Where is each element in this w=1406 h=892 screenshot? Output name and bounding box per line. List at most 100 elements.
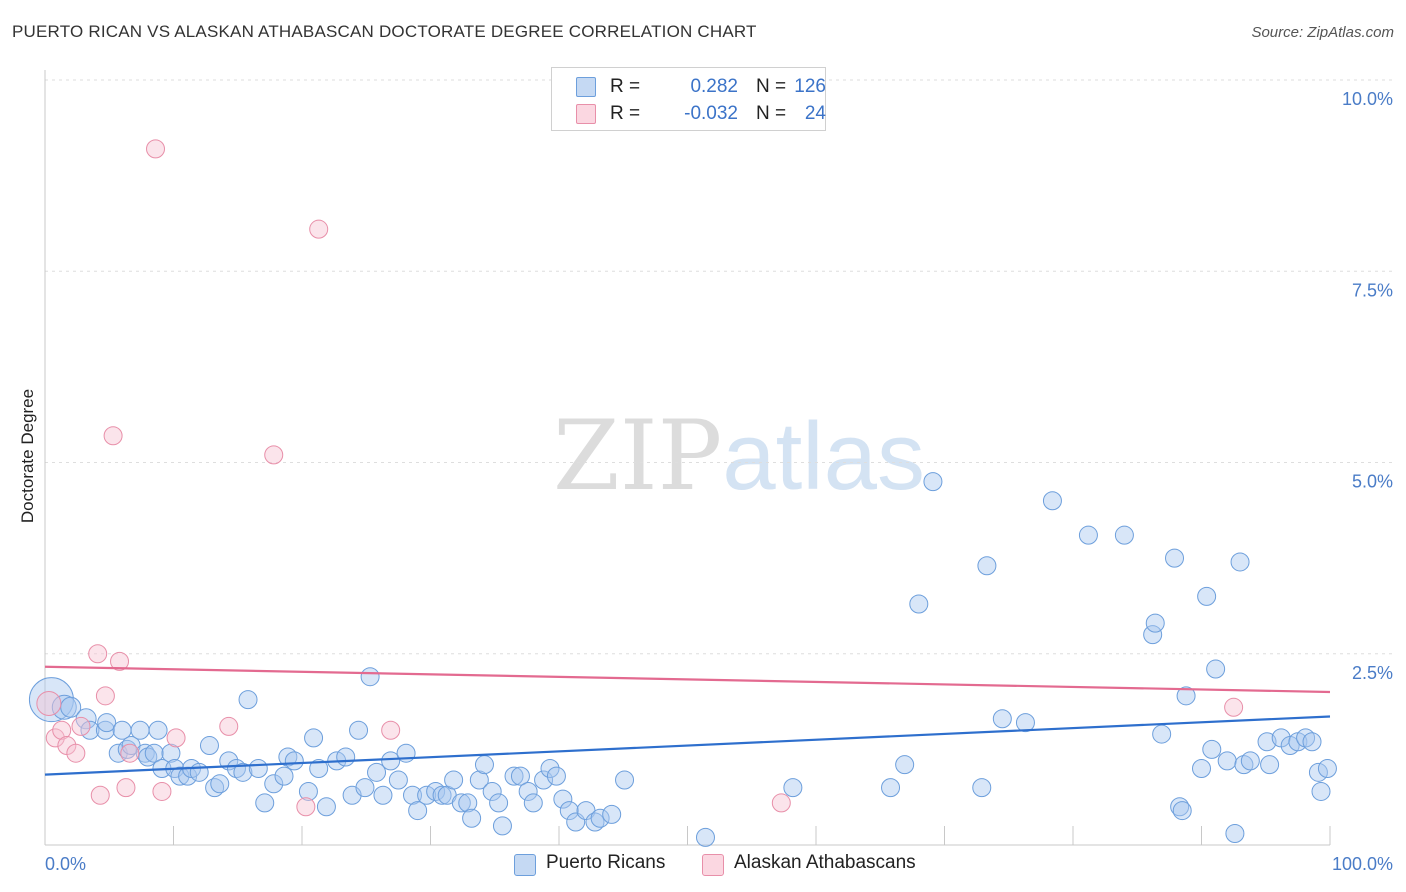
alaskan-athabascan-point [66,743,86,763]
legend-label: Alaskan Athabascans [734,852,916,873]
puerto-rican-point [381,751,401,771]
puerto-rican-point [1206,659,1226,679]
puerto-rican-point [695,827,715,847]
puerto-rican-point [492,816,512,836]
y-tick-label: 10.0% [1342,89,1393,109]
puerto-rican-point [130,720,150,740]
puerto-rican-point [238,690,258,710]
alaskan-athabascan-point [103,426,123,446]
chart-title: PUERTO RICAN VS ALASKAN ATHABASCAN DOCTO… [12,22,757,41]
puerto-rican-point [977,556,997,576]
legend-r-value: 0.282 [690,76,738,97]
puerto-rican-point [895,755,915,775]
puerto-rican-point [248,759,268,778]
puerto-rican-point [1302,732,1322,752]
puerto-rican-point [161,743,181,763]
puerto-rican-point [373,785,393,805]
puerto-rican-point [1225,824,1245,844]
watermark: ZIPatlas [553,400,925,512]
alaskan-athabascan-point [166,728,186,748]
puerto-rican-point [534,770,554,790]
alaskan-athabascan-point [52,720,72,740]
puerto-rican-point [1078,525,1098,545]
puerto-rican-point [1176,686,1196,706]
legend-n-value: 24 [804,103,826,124]
puerto-rican-trend-line [44,715,1331,776]
x-tick-label: 0.0% [45,854,86,874]
puerto-rican-point [1317,759,1337,778]
puerto-rican-point [1165,548,1185,568]
puerto-rican-point [408,801,428,821]
puerto-rican-point [1145,613,1165,633]
puerto-rican-point [284,751,304,771]
puerto-rican-point [274,766,294,786]
puerto-rican-point [304,728,324,748]
puerto-rican-point [559,801,579,821]
puerto-rican-point [615,770,635,790]
puerto-rican-point [367,762,387,782]
alaskan-athabascan-point [95,686,115,706]
puerto-rican-point [1114,525,1134,545]
puerto-rican-point [189,762,209,782]
puerto-rican-point [444,770,464,790]
grid-layer [45,79,1395,655]
alaskan-athabascan-point [146,139,166,159]
legend-r-label: R = [610,103,641,124]
y-tick-label: 2.5% [1352,663,1393,683]
watermark-zip: ZIP [553,400,723,512]
puerto-rican-point [205,778,225,798]
alaskan-athabascan-point [1224,697,1244,717]
puerto-rican-point [469,770,489,790]
puerto-rican-point [783,778,803,798]
alaskan-athabascan-point [45,728,65,748]
puerto-rican-point [881,778,901,798]
alaskan-athabascan-point [381,720,401,740]
alaskan-athabascan-point [116,778,136,798]
legend-swatch-blue [576,77,596,97]
puerto-rican-point [309,759,329,778]
puerto-rican-point [1202,739,1222,759]
watermark-atlas: atlas [722,403,925,510]
puerto-rican-point [474,755,494,775]
alaskan-athabascan-trend-line [44,665,1331,694]
legend-n-label: N = [756,76,787,97]
puerto-rican-point [97,713,117,733]
x-tick-label: 100.0% [1332,854,1393,874]
puerto-rican-point [1257,732,1277,752]
puerto-rican-point [972,778,992,798]
alaskan-athabascan-point [110,651,130,671]
puerto-rican-point [1197,586,1217,606]
alaskan-athabascan-point [219,716,239,736]
alaskan-athabascan-point [771,793,791,813]
alaskan-athabascan-point [264,445,284,465]
puerto-rican-point [1172,801,1192,821]
puerto-rican-point [144,743,164,763]
puerto-rican-point [590,808,610,828]
legend-n-value: 126 [794,76,826,97]
alaskan-athabascan-point [90,785,110,805]
puerto-rican-point [510,766,530,786]
puerto-rican-point [95,720,115,740]
y-tick-label: 5.0% [1352,472,1393,492]
legend-label: Puerto Ricans [546,852,666,873]
alaskan-athabascan-point [36,690,62,716]
puerto-rican-point [336,747,356,767]
label-layer: 2.5% 5.0% 7.5% 10.0% 0.0% 100.0% Doctorate Deg… [18,89,1393,874]
puerto-rican-point [349,720,369,740]
puerto-rican-point [210,774,230,794]
axis-layer [44,70,1331,846]
puerto-rican-point [1143,625,1163,645]
puerto-rican-point [233,762,253,782]
legend-n-label: N = [756,103,787,124]
puerto-rican-point [316,797,336,817]
puerto-rican-point [1230,552,1250,572]
puerto-rican-point [1042,491,1062,511]
alaskan-athabascan-point [88,644,108,664]
legend-r-label: R = [610,76,641,97]
puerto-rican-point [1311,781,1331,801]
puerto-rican-point [388,770,408,790]
puerto-rican-point [199,736,219,756]
legend-r-value: -0.032 [684,103,738,124]
puerto-rican-point [170,766,190,786]
